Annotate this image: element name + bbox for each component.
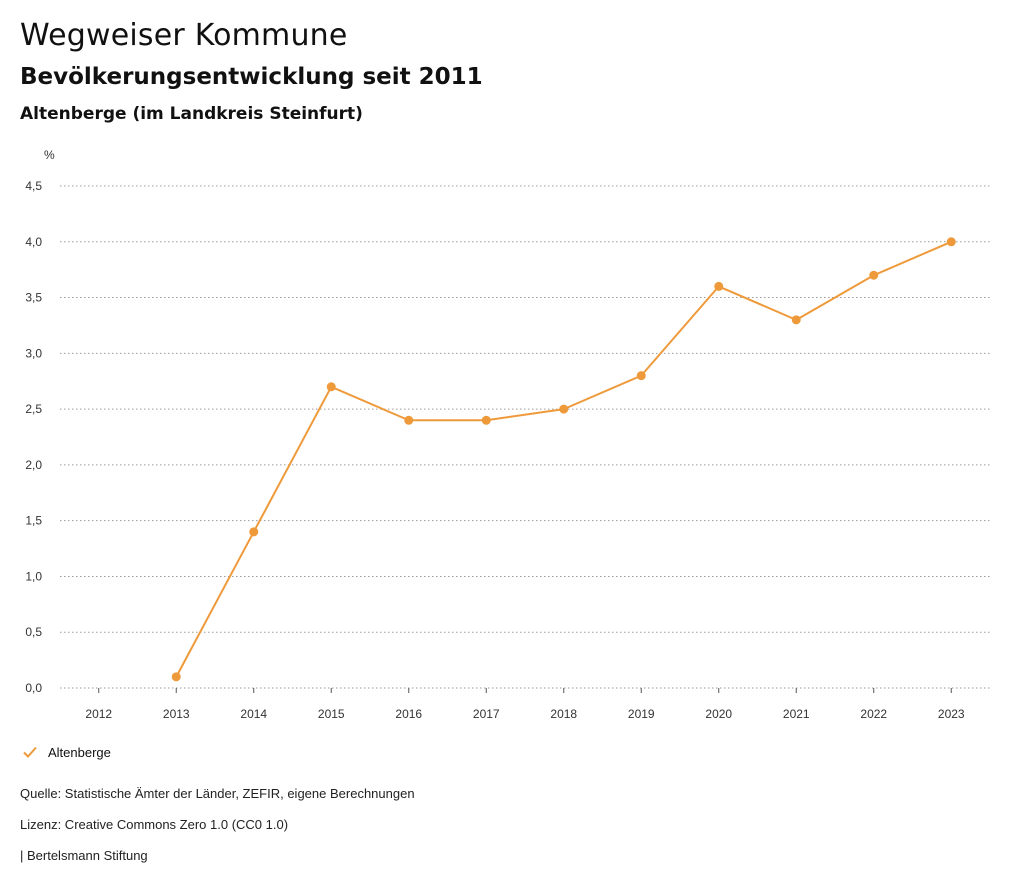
data-point[interactable] [559,404,569,414]
data-point[interactable] [869,270,879,280]
page-title: Wegweiser Kommune [20,18,348,53]
publisher-note: | Bertelsmann Stiftung [20,848,148,863]
data-point[interactable] [791,315,801,325]
license-note: Lizenz: Creative Commons Zero 1.0 (CC0 1… [20,817,289,832]
y-tick-label: 3,5 [25,291,42,305]
x-tick-label: 2017 [473,707,500,721]
line-chart: % 0,0 0,5 1,0 1,5 2,0 2,5 3,0 3,5 4,0 4,5 2012 2013… [25,148,990,721]
x-axis: 2012 2013 2014 2015 2016 2017 2018 2019 2020 2021… [60,687,990,721]
y-tick-label: 1,0 [25,569,42,583]
data-point[interactable] [171,672,181,682]
x-tick-label: 2015 [318,707,345,721]
legend[interactable]: Altenberge [22,744,111,760]
legend-label: Altenberge [48,744,111,760]
x-tick-label: 2014 [240,707,267,721]
y-tick-label: 2,5 [25,402,42,416]
source-note: Quelle: Statistische Ämter der Länder, Z… [20,786,415,801]
y-tick-label: 4,5 [25,179,42,193]
y-axis: % 0,0 0,5 1,0 1,5 2,0 2,5 3,0 3,5 4,0 4,5 [25,148,55,695]
x-tick-label: 2012 [85,707,112,721]
y-tick-label: 0,0 [25,681,42,695]
check-icon [23,746,37,758]
chart-subtitle: Bevölkerungsentwicklung seit 2011 [20,64,483,90]
series-line [175,240,952,678]
y-axis-unit: % [44,148,55,162]
x-tick-label: 2018 [550,707,577,721]
region-label: Altenberge (im Landkreis Steinfurt) [20,104,363,124]
data-point[interactable] [481,415,491,425]
y-tick-label: 3,0 [25,346,42,360]
y-tick-label: 4,0 [25,235,42,249]
x-tick-label: 2022 [860,707,887,721]
y-tick-label: 0,5 [25,625,42,639]
x-tick-label: 2021 [783,707,810,721]
series-altenberge [171,237,956,682]
x-tick-label: 2019 [628,707,655,721]
data-point[interactable] [404,415,414,425]
data-point[interactable] [326,382,336,392]
x-tick-label: 2016 [395,707,422,721]
data-point[interactable] [946,237,956,247]
x-tick-label: 2020 [705,707,732,721]
data-point[interactable] [714,281,724,291]
x-tick-label: 2013 [163,707,190,721]
y-tick-label: 2,0 [25,458,42,472]
x-tick-label: 2023 [938,707,965,721]
data-point[interactable] [636,371,646,381]
grid-lines [60,185,990,633]
y-tick-label: 1,5 [25,514,42,528]
data-point[interactable] [249,527,259,537]
